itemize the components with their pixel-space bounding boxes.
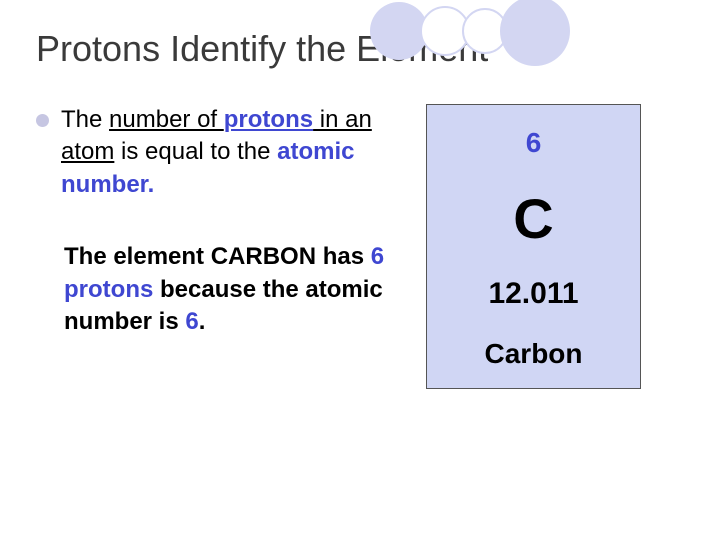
atomic-mass: 12.011 (488, 277, 578, 311)
bold-a: The element CARBON has (64, 243, 371, 270)
bold-statement: The element CARBON has 6 protons because… (36, 241, 416, 338)
element-symbol: C (513, 186, 553, 251)
bullet-dot-icon (36, 114, 49, 127)
circle-4 (500, 0, 570, 66)
text-protons: protons (224, 106, 313, 133)
element-name: Carbon (485, 338, 583, 370)
bullet-text: The number of protons in an atom is equa… (61, 104, 416, 201)
atomic-number: 6 (526, 127, 542, 159)
bold-6: 6 (185, 308, 198, 335)
bullet-item: The number of protons in an atom is equa… (36, 104, 416, 201)
bold-e: . (199, 308, 206, 335)
content-row: The number of protons in an atom is equa… (36, 104, 684, 389)
slide: Protons Identify the Element The number … (0, 0, 720, 389)
text-u1: number of (109, 106, 224, 133)
element-card: 6 C 12.011 Carbon (426, 104, 641, 389)
decorative-circles (370, 2, 562, 66)
text-pre: The (61, 106, 109, 133)
text-column: The number of protons in an atom is equa… (36, 104, 426, 389)
page-title: Protons Identify the Element (36, 28, 684, 70)
text-mid: is equal to the (114, 138, 277, 165)
